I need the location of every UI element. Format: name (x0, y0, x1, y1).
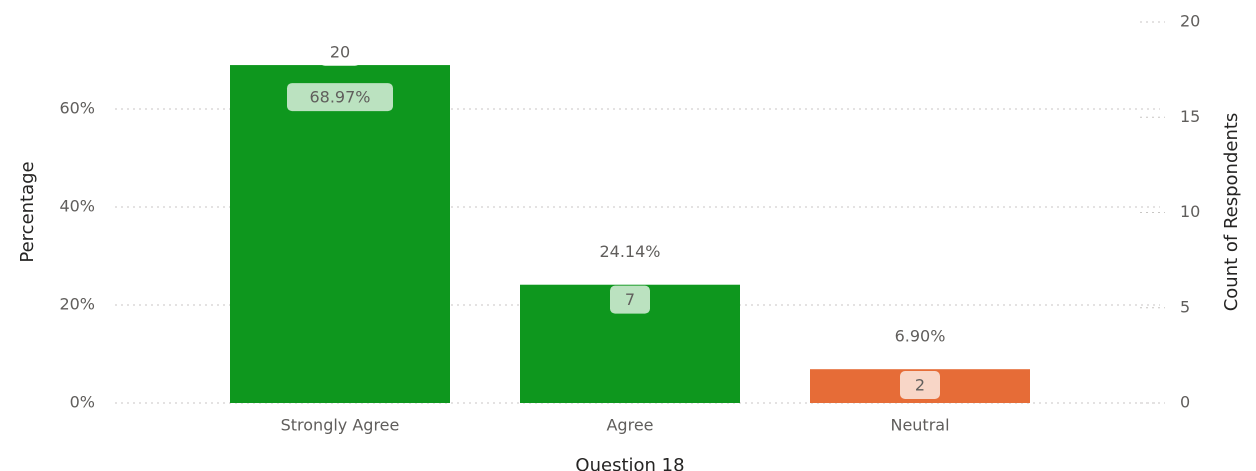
y-tick-label: 0% (70, 393, 95, 412)
x-tick-label: Neutral (890, 416, 949, 435)
percent-label-box (287, 83, 393, 112)
y2-tick-label: 5 (1180, 297, 1190, 316)
count-label-box (900, 371, 940, 399)
y-axis-title: Percentage (17, 161, 38, 262)
y-tick-label: 40% (59, 197, 95, 216)
count-label-box (610, 285, 650, 314)
y2-tick-label: 20 (1180, 12, 1200, 31)
y-tick-label: 20% (59, 295, 95, 314)
count-label: 7 (625, 290, 635, 309)
count-label: 2 (915, 376, 925, 395)
percent-label: 6.90% (895, 327, 946, 346)
x-tick-label: Strongly Agree (281, 416, 400, 435)
y2-tick-label: 10 (1180, 202, 1200, 221)
x-tick-label: Agree (606, 416, 653, 435)
y2-axis-title: Count of Respondents (1221, 113, 1242, 312)
y-tick-label: 60% (59, 99, 95, 118)
bar (230, 65, 450, 403)
y2-tick-label: 15 (1180, 107, 1200, 126)
x-axis-title: Question 18 (575, 455, 684, 471)
count-label-box (320, 38, 360, 66)
y2-tick-label: 0 (1180, 393, 1190, 412)
count-label: 20 (330, 43, 350, 62)
percent-label: 24.14% (599, 242, 660, 261)
percent-label: 68.97% (309, 88, 370, 107)
